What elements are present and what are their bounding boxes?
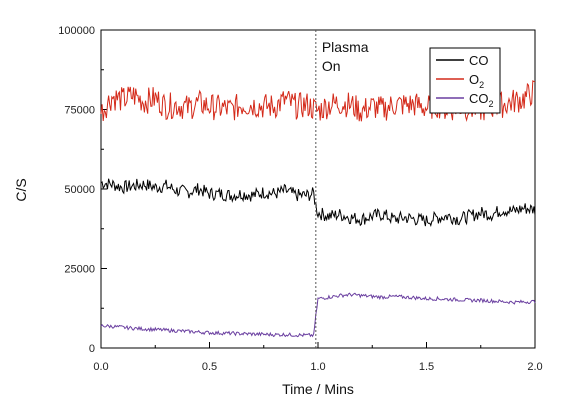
y-tick-label: 100000 [58, 25, 95, 37]
x-axis: 0.0 0.5 1.0 1.5 2.0 [93, 342, 543, 373]
y-tick-label: 25000 [64, 264, 95, 276]
series-line-co2 [100, 292, 536, 338]
legend-label-o2: O2 [469, 72, 484, 90]
series-line-co [100, 178, 536, 228]
legend-label-co2: CO2 [469, 91, 494, 109]
y-axis: 0 25000 50000 75000 100000 [58, 25, 107, 355]
x-axis-title: Time / Mins [282, 381, 354, 397]
y-axis-title: C/S [13, 178, 29, 201]
legend-box [429, 47, 501, 114]
series-layer [100, 80, 536, 338]
plasma-annotation-line2: On [322, 58, 341, 74]
plasma-annotation-line1: Plasma [322, 39, 369, 55]
x-tick-label: 0.5 [202, 361, 217, 373]
x-tick-label: 1.0 [310, 361, 325, 373]
y-tick-label: 0 [89, 343, 95, 355]
y-tick-label: 50000 [64, 184, 95, 196]
x-tick-label: 2.0 [527, 361, 542, 373]
x-tick-label: 0.0 [93, 361, 108, 373]
x-tick-label: 1.5 [419, 361, 434, 373]
y-tick-label: 75000 [64, 105, 95, 117]
legend-label-co: CO [469, 53, 489, 68]
